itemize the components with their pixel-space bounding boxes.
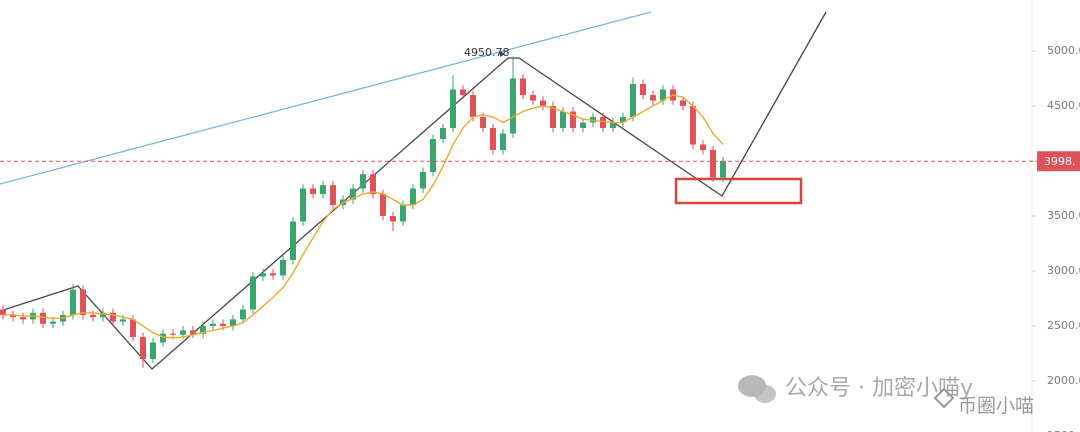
candle-body	[620, 117, 626, 123]
candle-body	[480, 117, 486, 129]
candle-body	[260, 273, 266, 277]
candle-body	[80, 289, 86, 315]
price-tag	[1037, 151, 1080, 172]
candle-body	[200, 325, 206, 334]
candle-body	[250, 276, 256, 310]
candle-body	[220, 323, 226, 326]
candle-body	[350, 188, 356, 200]
plot: 5000.004500.004000.003500.003000.002500.…	[0, 44, 1080, 432]
watermark-text: 币圈小喵	[958, 395, 1034, 417]
candle-body	[380, 194, 386, 216]
candle-body	[150, 342, 156, 359]
y-tick-label: 2500.00	[1047, 319, 1080, 332]
candle-body	[680, 100, 686, 107]
candle-body	[290, 221, 296, 260]
candle-body	[320, 185, 326, 195]
candle-body	[510, 78, 516, 134]
trend-line	[0, 11, 652, 185]
candle-body	[90, 314, 96, 318]
candle-body	[400, 205, 406, 222]
zigzag-line	[0, 11, 827, 370]
candle-body	[580, 122, 586, 129]
candle-body	[20, 317, 26, 320]
candle-body	[190, 330, 196, 334]
candle-body	[270, 273, 276, 276]
candle-body	[600, 117, 606, 129]
candle-body	[650, 95, 656, 101]
candle-body	[560, 111, 566, 129]
candle-body	[570, 111, 576, 129]
y-tick-label: 5000.00	[1047, 44, 1080, 57]
candle-body	[550, 106, 556, 129]
candle-body	[40, 312, 46, 324]
candle-body	[70, 289, 76, 315]
y-tick-label: 3000.00	[1047, 264, 1080, 277]
candle-body	[530, 95, 536, 101]
candle-body	[180, 330, 186, 335]
candle-body	[50, 321, 56, 324]
candle-body	[160, 333, 166, 343]
candle-body	[520, 78, 526, 96]
y-tick-label: 1500.00	[1047, 429, 1080, 432]
candle-body	[540, 100, 546, 107]
watermark: 公众号 · 加密小喵y 币圈小喵	[738, 375, 1034, 417]
candle-body	[120, 319, 126, 322]
arrow-head	[500, 51, 505, 57]
candle-body	[140, 336, 146, 359]
candle-body	[170, 333, 176, 335]
candle-body	[130, 319, 136, 337]
candle-body	[110, 312, 116, 322]
candle-body	[230, 319, 236, 326]
candle-body	[640, 84, 646, 96]
price-tag-label: 3998.	[1044, 155, 1076, 168]
y-tick-label: 4500.00	[1047, 99, 1080, 112]
candle-body	[700, 144, 706, 151]
candle-body	[720, 161, 726, 178]
candle-body	[470, 95, 476, 118]
candle-body	[440, 128, 446, 140]
candle-body	[610, 122, 616, 129]
candle-body	[500, 133, 506, 151]
candle-body	[660, 89, 666, 101]
candle-body	[210, 323, 216, 326]
candle-body	[280, 259, 286, 276]
candle-body	[710, 150, 716, 178]
candle-body	[300, 188, 306, 222]
wechat-icon	[754, 385, 776, 403]
candle-body	[490, 128, 496, 151]
candle-body	[410, 188, 416, 206]
candle-body	[450, 89, 456, 129]
peak-label: 4950.78	[464, 46, 510, 59]
candle-body	[0, 309, 6, 315]
logo-icon	[933, 387, 955, 409]
candle-body	[390, 216, 396, 222]
target-zone	[674, 177, 803, 205]
y-tick-label: 2000.00	[1047, 374, 1080, 387]
candle-body	[690, 106, 696, 145]
candle-body	[630, 84, 636, 118]
y-tick-label: 3500.00	[1047, 209, 1080, 222]
candle-body	[330, 185, 336, 206]
candle-body	[370, 174, 376, 195]
candle-body	[360, 174, 366, 189]
candle-body	[460, 89, 466, 96]
watermark-text: 公众号 · 加密小喵y	[785, 376, 973, 401]
candle-body	[240, 309, 246, 320]
candle-body	[430, 139, 436, 173]
candle-body	[420, 172, 426, 189]
candle-body	[10, 314, 16, 318]
moving-average	[3, 94, 724, 339]
candle-body	[310, 188, 316, 195]
candle-body	[100, 312, 106, 318]
